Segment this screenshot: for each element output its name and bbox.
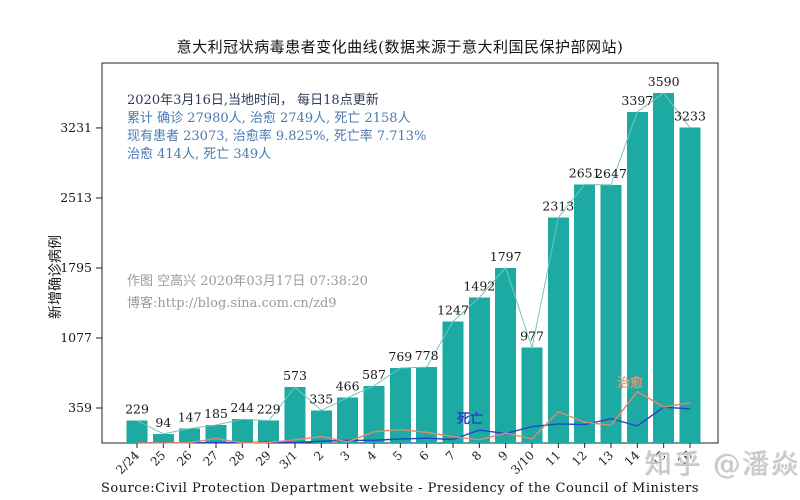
bar-value-label-2/24: 229: [125, 402, 149, 417]
y-tick-label: 2513: [60, 190, 92, 205]
x-tick-label: 11: [543, 448, 564, 469]
bar-value-label-28: 244: [230, 400, 254, 415]
x-tick-label: 2: [311, 448, 326, 463]
y-tick-label: 3231: [60, 120, 92, 135]
bar-value-label-6: 778: [415, 348, 439, 363]
bar-3/1: [284, 387, 306, 443]
bar-value-label-8: 1492: [463, 279, 495, 294]
x-tick-label: 27: [200, 448, 221, 469]
author-watermark: 作图 空高兴 2020年03月17日 07:38:20: [127, 274, 368, 289]
x-tick-label: 2/24: [113, 448, 142, 477]
bar-3: [337, 397, 359, 443]
x-tick-label: 29: [253, 448, 274, 469]
bar-29: [258, 420, 280, 443]
y-tick-label: 359: [68, 400, 92, 415]
cured-series-label: 治愈: [617, 376, 644, 391]
bar-value-label-25: 94: [155, 415, 171, 430]
bar-13: [600, 184, 622, 444]
x-tick-label: 28: [227, 448, 248, 469]
bar-top-connector-line: [136, 92, 691, 435]
bar-4: [363, 385, 385, 443]
x-tick-label: 6: [416, 448, 431, 463]
bar-2: [310, 410, 332, 443]
annotation-cumulative-stats: 累计 确诊 27980人, 治愈 2749人, 死亡 2158人: [127, 111, 411, 126]
y-tick-label: 1077: [60, 330, 92, 345]
chart-title: 意大利冠状病毒患者变化曲线(数据来源于意大利国民保护部网站): [176, 38, 624, 56]
x-tick-label: 9: [495, 448, 510, 463]
bar-value-label-15: 3590: [648, 74, 680, 89]
x-tick-label: 26: [174, 448, 195, 469]
bar-26: [179, 428, 201, 443]
x-tick-label: 3/10: [508, 448, 537, 477]
deaths-series-label: 死亡: [457, 412, 484, 427]
bar-6: [416, 367, 438, 443]
author-blog-watermark: 博客:http://blog.sina.com.cn/zd9: [127, 296, 337, 311]
bar-12: [574, 184, 596, 443]
annotation-current-patients: 现有患者 23073, 治愈率 9.825%, 死亡率 7.713%: [127, 129, 427, 144]
bar-value-label-2: 335: [309, 391, 333, 406]
bar-16: [679, 127, 701, 443]
x-tick-label: 14: [622, 448, 643, 469]
bar-28: [231, 419, 253, 443]
bar-7: [442, 321, 464, 443]
annotation-daily-cured-deaths: 治愈 414人, 死亡 349人: [127, 147, 272, 162]
x-tick-label: 25: [148, 448, 169, 469]
bar-25: [152, 433, 174, 443]
x-tick-label: 7: [443, 448, 458, 463]
bar-5: [389, 368, 411, 443]
line-series-死亡: [136, 406, 691, 444]
bar-value-label-9: 1797: [490, 249, 522, 264]
bar-8: [468, 297, 490, 443]
bar-15: [653, 92, 675, 443]
bar-value-label-5: 769: [388, 349, 412, 364]
bar-9: [495, 267, 517, 443]
line-series-治愈: [136, 390, 691, 444]
x-tick-label: 13: [595, 448, 616, 469]
annotation-update-time: 2020年3月16日,当地时间， 每日18点更新: [127, 93, 379, 108]
x-tick-label: 12: [569, 448, 590, 469]
bar-value-label-4: 587: [362, 367, 386, 382]
bar-value-label-3/10: 977: [520, 329, 544, 344]
x-tick-label: 5: [390, 448, 405, 463]
bar-value-label-13: 2647: [595, 166, 627, 181]
bar-value-label-11: 2313: [542, 198, 574, 213]
bar-27: [205, 424, 227, 443]
x-tick-label: 8: [469, 448, 484, 463]
bar-value-label-14: 3397: [621, 93, 653, 108]
bar-value-label-27: 185: [204, 406, 228, 421]
bar-3/10: [521, 347, 543, 443]
x-tick-label: 3/1: [277, 448, 301, 472]
bar-value-label-3/1: 573: [283, 368, 307, 383]
y-tick-label: 1795: [60, 260, 92, 275]
bar-value-label-26: 147: [178, 410, 202, 425]
bar-14: [626, 111, 648, 443]
y-axis-title: 新增确诊病例: [48, 235, 64, 319]
bar-value-label-29: 229: [257, 402, 281, 417]
bar-value-label-12: 2651: [569, 165, 601, 180]
source-caption: Source:Civil Protection Department websi…: [100, 481, 699, 496]
bar-2/24: [126, 420, 148, 443]
bar-11: [547, 217, 569, 443]
bar-value-label-7: 1247: [437, 302, 469, 317]
bar-value-label-3: 466: [336, 379, 360, 394]
x-tick-label: 3: [337, 448, 352, 463]
zhihu-watermark: 知乎 @潘焱: [645, 450, 800, 481]
bar-value-label-16: 3233: [674, 109, 706, 124]
x-tick-label: 4: [364, 448, 380, 464]
